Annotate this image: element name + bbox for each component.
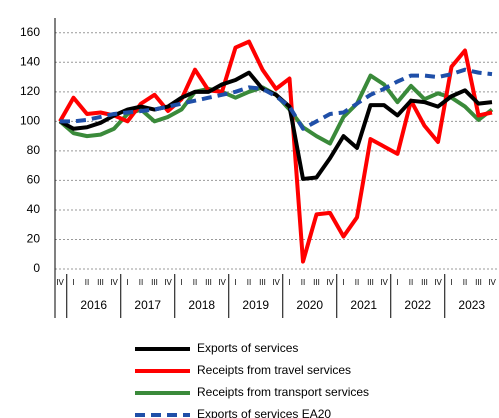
x-tick-label: I [126,278,128,287]
year-label: 2021 [350,298,377,312]
x-tick-label: II [463,278,467,287]
x-tick-label: I [342,278,344,287]
legend-label: Receipts from transport services [197,385,369,399]
x-tick-label: III [97,278,104,287]
x-tick-label: III [259,278,266,287]
x-tick-label: IV [56,278,64,287]
y-tick-label: 160 [20,25,40,39]
x-tick-label: II [193,278,197,287]
year-label: 2017 [134,298,161,312]
y-tick-label: 60 [27,173,41,187]
x-tick-label: IV [326,278,334,287]
legend-label: Exports of services EA20 [197,407,331,418]
line-series [59,70,493,181]
x-tick-label: II [247,278,251,287]
x-tick-label: IV [164,278,172,287]
x-tick-label: III [151,278,158,287]
x-tick-label: II [355,278,359,287]
y-tick-label: 140 [20,54,40,68]
y-tick-label: 120 [20,84,40,98]
x-tick-label: I [180,278,182,287]
x-tick-label: IV [434,278,442,287]
x-tick-label: IV [110,278,118,287]
x-tick-label: III [367,278,374,287]
line-series [58,39,493,264]
line-series [60,67,493,131]
x-tick-label: III [205,278,212,287]
x-tick-label: II [139,278,143,287]
x-tick-label: I [396,278,398,287]
y-tick-label: 100 [20,114,40,128]
year-label: 2019 [242,298,269,312]
legend-label: Exports of services [197,341,298,355]
x-tick-label: I [288,278,290,287]
year-label: 2023 [458,298,485,312]
x-tick-label: III [475,278,482,287]
x-tick-label: I [450,278,452,287]
x-tick-label: III [421,278,428,287]
year-label: 2018 [188,298,215,312]
y-tick-label: 40 [27,202,41,216]
legend-label: Receipts from travel services [197,363,351,377]
x-tick-label: IV [380,278,388,287]
x-tick-label: II [409,278,413,287]
x-tick-label: II [85,278,89,287]
x-tick-label: II [301,278,305,287]
year-label: 2022 [404,298,431,312]
x-tick-label: IV [488,278,496,287]
y-tick-label: 20 [27,232,41,246]
y-tick-label: 80 [27,143,41,157]
x-tick-label: I [234,278,236,287]
x-tick-label: IV [218,278,226,287]
x-tick-label: I [72,278,74,287]
year-label: 2020 [296,298,323,312]
x-tick-label: IV [272,278,280,287]
y-tick-label: 0 [33,261,40,275]
x-tick-label: III [313,278,320,287]
year-label: 2016 [80,298,107,312]
